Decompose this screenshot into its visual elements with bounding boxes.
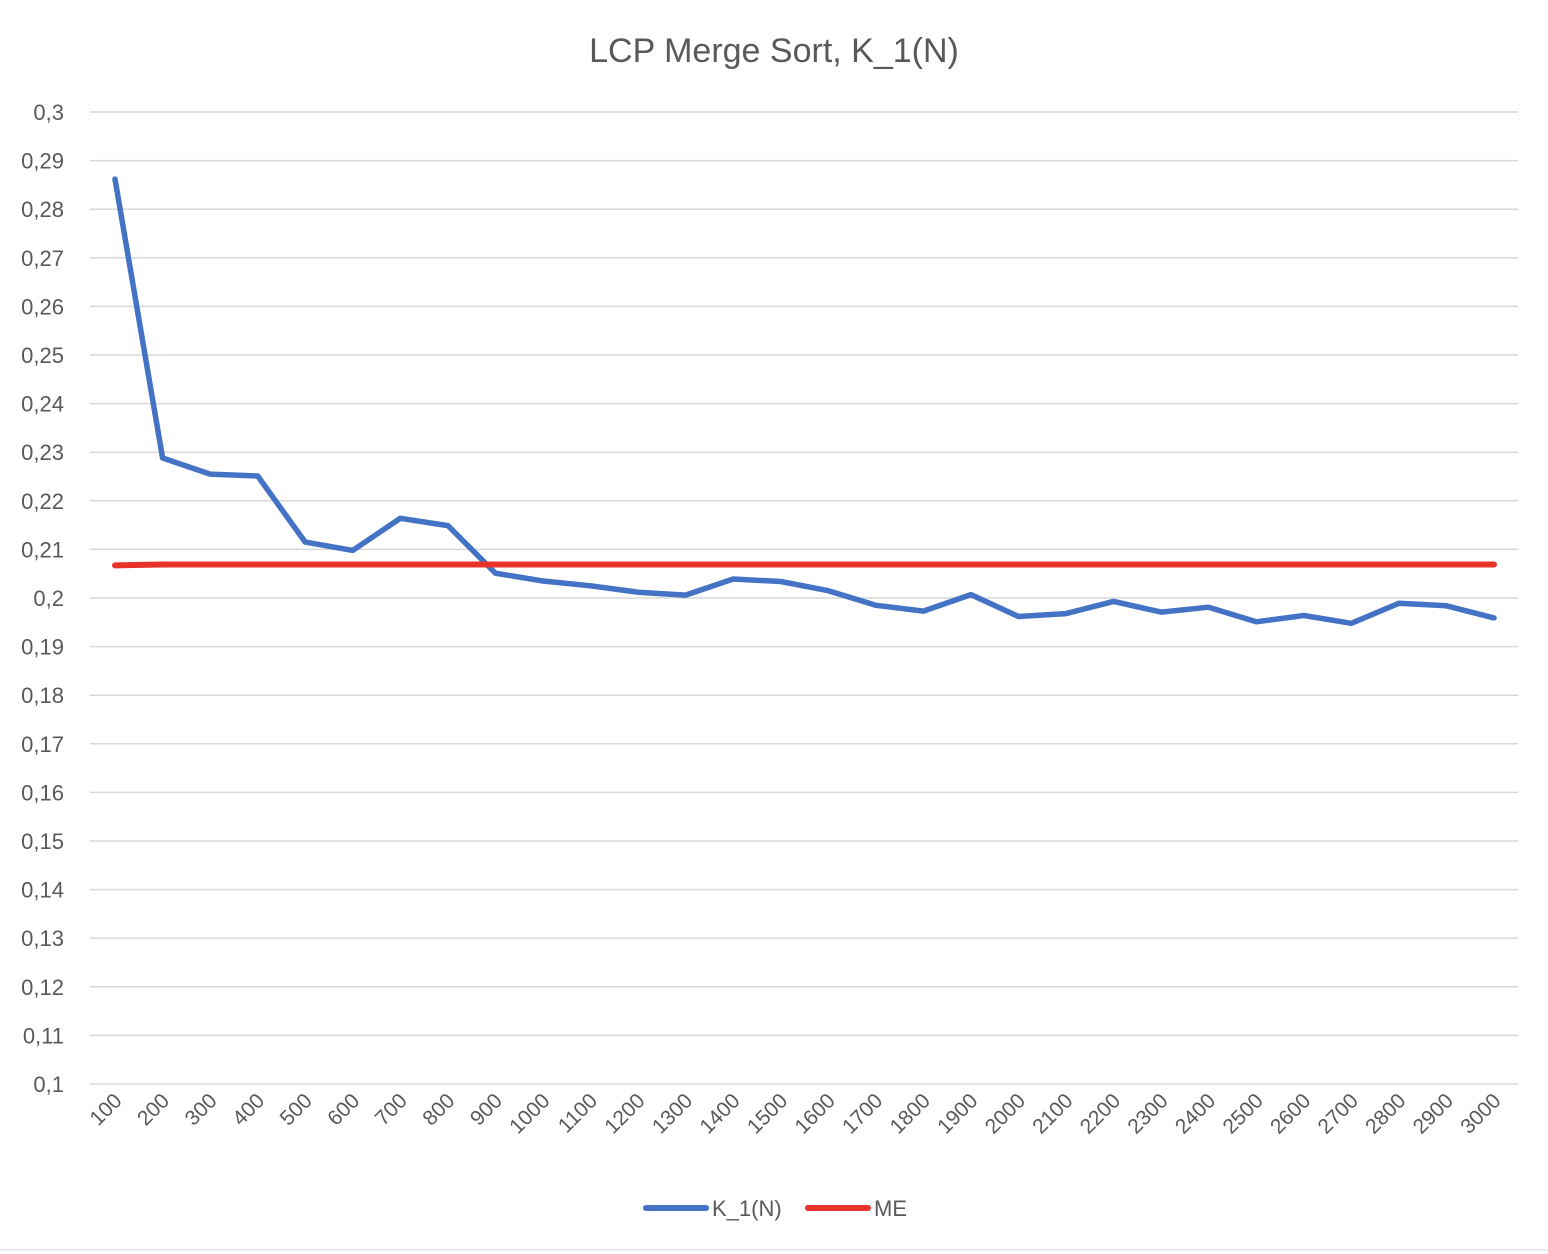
y-tick-label: 0,26 bbox=[21, 294, 64, 319]
y-tick-label: 0,28 bbox=[21, 197, 64, 222]
y-tick-label: 0,25 bbox=[21, 343, 64, 368]
y-tick-label: 0,22 bbox=[21, 489, 64, 514]
gridlines bbox=[90, 111, 1518, 1085]
y-tick-label: 0,2 bbox=[33, 586, 64, 611]
y-tick-label: 0,17 bbox=[21, 732, 64, 757]
y-tick-label: 0,29 bbox=[21, 149, 64, 174]
chart-title: LCP Merge Sort, K_1(N) bbox=[589, 32, 959, 70]
legend: K_1(N) ME bbox=[643, 1196, 907, 1221]
series-lines bbox=[112, 176, 1497, 627]
y-tick-label: 0,18 bbox=[21, 683, 64, 708]
y-tick-label: 0,12 bbox=[21, 975, 64, 1000]
y-tick-label: 0,15 bbox=[21, 829, 64, 854]
y-tick-label: 0,27 bbox=[21, 246, 64, 271]
y-tick-label: 0,23 bbox=[21, 440, 64, 465]
legend-label: ME bbox=[874, 1196, 907, 1221]
y-tick-label: 0,13 bbox=[21, 926, 64, 951]
y-tick-label: 0,16 bbox=[21, 780, 64, 805]
series-line-me bbox=[112, 561, 1497, 569]
y-tick-label: 0,24 bbox=[21, 392, 64, 417]
y-tick-label: 0,19 bbox=[21, 635, 64, 660]
y-tick-label: 0,14 bbox=[21, 878, 64, 903]
y-tick-label: 0,11 bbox=[23, 1023, 64, 1048]
series-line-k1 bbox=[112, 176, 1497, 627]
legend-label: K_1(N) bbox=[712, 1196, 782, 1221]
y-tick-label: 0,1 bbox=[33, 1072, 64, 1097]
y-tick-label: 0,21 bbox=[21, 537, 64, 562]
y-tick-label: 0,3 bbox=[33, 100, 64, 125]
y-axis-ticks: 0,3 0,29 0,28 0,27 0,26 0,25 0,24 0,23 0,22 0,21 0… bbox=[21, 100, 64, 1097]
